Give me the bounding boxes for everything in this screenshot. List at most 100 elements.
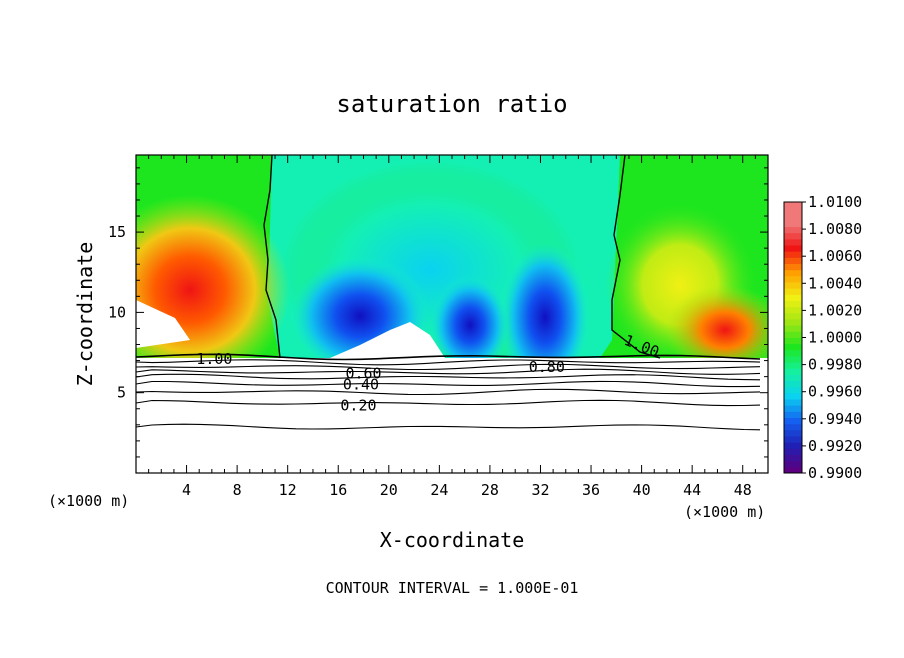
contour-0.30: [136, 399, 761, 407]
x-axis-label: X-coordinate: [380, 528, 525, 552]
x-tick-label: 12: [279, 481, 297, 499]
x-tick-label: 40: [633, 481, 651, 499]
contour-label: 0.20: [340, 397, 376, 415]
colorbar-band: [784, 232, 802, 240]
contour-0.40: [136, 388, 761, 396]
colorbar-label: 0.9940: [808, 410, 862, 428]
x-unit-left: (×1000 m): [48, 492, 129, 510]
colorbar-band: [784, 251, 802, 258]
x-tick-label: 4: [182, 481, 191, 499]
colorbar-band: [784, 208, 802, 215]
colorbar-band: [784, 294, 802, 301]
colorbar-band: [784, 362, 802, 369]
colorbar-band: [784, 263, 802, 271]
colorbar-band: [784, 417, 802, 425]
x-tick-label: 48: [734, 481, 752, 499]
contour-0.20: [136, 423, 761, 431]
colorbar-label: 1.0100: [808, 193, 862, 211]
x-tick-label: 44: [683, 481, 701, 499]
contour-label: 0.80: [529, 358, 565, 376]
colorbar-label: 1.0080: [808, 220, 862, 238]
colorbar-band: [784, 337, 802, 345]
heatmap-field: [136, 155, 768, 473]
y-tick-label: 10: [108, 303, 126, 321]
colorbar-band: [784, 226, 802, 234]
colorbar-label: 0.9920: [808, 437, 862, 455]
field-blue-mid: [430, 270, 510, 370]
y-axis-label: Z-coordinate: [73, 242, 97, 387]
colorbar-band: [784, 442, 802, 449]
x-tick-label: 32: [531, 481, 549, 499]
x-tick-label: 20: [380, 481, 398, 499]
chart-title: saturation ratio: [336, 90, 567, 118]
colorbar-label: 1.0040: [808, 274, 862, 292]
colorbar-band: [784, 312, 802, 320]
field-white-left: [136, 300, 190, 348]
colorbar-band: [784, 466, 802, 474]
colorbar-label: 0.9900: [808, 464, 862, 482]
contour-0.90: [136, 359, 761, 366]
colorbar-band: [784, 331, 802, 338]
contour-1.00-left: [263, 155, 281, 359]
contour-0.50: [136, 380, 761, 388]
colorbar-band: [784, 355, 802, 363]
colorbar-band: [784, 214, 802, 221]
y-axis-ticks: 5 10 15: [108, 167, 768, 458]
contour-0.70: [136, 368, 761, 375]
colorbar-label: 1.0020: [808, 301, 862, 319]
colorbar: 0.9900 0.9920 0.9940 0.9960 0.9980 1.0000 1.00…: [783, 193, 862, 482]
colorbar-band: [784, 275, 802, 283]
colorbar-band: [784, 405, 802, 412]
colorbar-band: [784, 306, 802, 314]
contour-0.60: [136, 373, 761, 381]
x-tick-label: 24: [430, 481, 448, 499]
colorbar-band: [784, 368, 802, 375]
x-tick-label: 28: [481, 481, 499, 499]
colorbar-band: [784, 245, 802, 252]
colorbar-band: [784, 319, 802, 326]
colorbar-band: [784, 454, 802, 462]
colorbar-band: [784, 325, 802, 332]
contour-0.80: [136, 363, 761, 371]
colorbar-band: [784, 374, 802, 382]
colorbar-band: [784, 460, 802, 468]
colorbar-label: 1.0060: [808, 247, 862, 265]
colorbar-band: [784, 202, 802, 209]
contour-1.00-right: [611, 155, 661, 359]
colorbar-label: 0.9960: [808, 383, 862, 401]
colorbar-band: [784, 349, 802, 357]
colorbar-band: [784, 429, 802, 437]
colorbar-band: [784, 269, 802, 277]
colorbar-band: [784, 423, 802, 431]
colorbar-band: [784, 220, 802, 228]
contour-label: 0.40: [343, 376, 379, 394]
colorbar-label: 0.9980: [808, 356, 862, 374]
colorbar-band: [784, 282, 802, 289]
x-tick-label: 8: [233, 481, 242, 499]
colorbar-band: [784, 411, 802, 418]
colorbar-band: [784, 399, 802, 406]
field-red-right: [665, 285, 768, 375]
colorbar-band: [784, 343, 802, 351]
y-tick-label: 5: [117, 384, 126, 402]
colorbar-band: [784, 288, 802, 295]
colorbar-label: 1.0000: [808, 329, 862, 347]
field-blue-right: [500, 235, 590, 385]
colorbar-band: [784, 386, 802, 394]
contour-label: 1.00: [196, 350, 232, 368]
y-tick-label: 15: [108, 223, 126, 241]
x-unit-right: (×1000 m): [684, 503, 765, 521]
colorbar-band: [784, 392, 802, 400]
field-white-lower: [136, 358, 768, 473]
colorbar-band: [784, 448, 802, 455]
contour-label: 0.60: [345, 364, 381, 382]
field-white-bump: [330, 322, 445, 358]
colorbar-band: [784, 238, 802, 246]
contour-1.00-base: [136, 353, 761, 361]
x-axis-ticks: 4 8 12 16 20 24 28 32 36 40 44 48: [148, 155, 756, 499]
colorbar-band: [784, 300, 802, 308]
x-tick-label: 16: [329, 481, 347, 499]
x-tick-label: 36: [582, 481, 600, 499]
contour-interval-note: CONTOUR INTERVAL = 1.000E-01: [326, 579, 579, 597]
contour-lines: [136, 155, 761, 431]
